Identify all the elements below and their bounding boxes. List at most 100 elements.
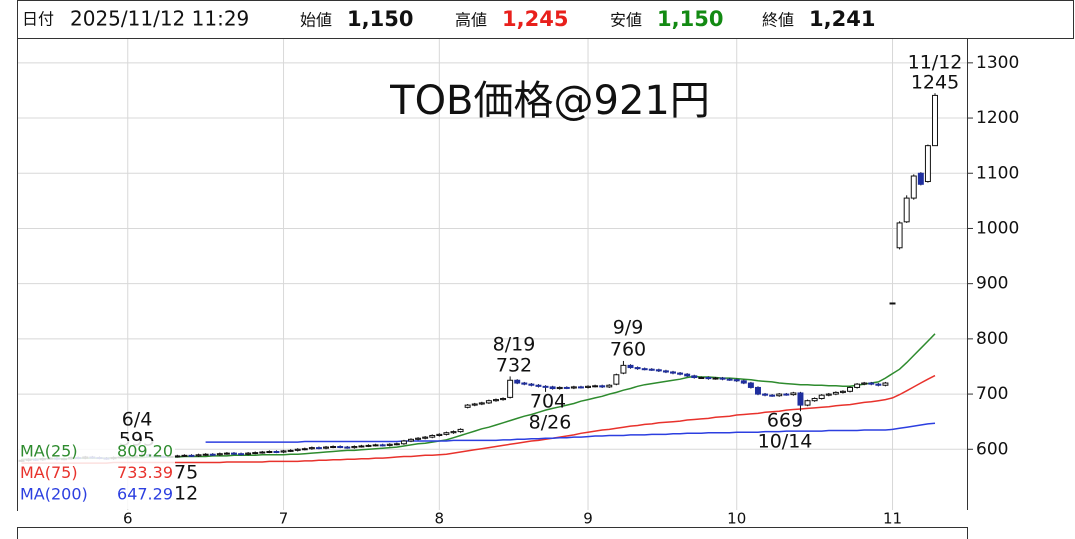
y-tick-label: 1200 bbox=[976, 108, 1019, 128]
x-tick-label: 8 bbox=[435, 510, 445, 528]
candle-body bbox=[563, 386, 570, 389]
annotation: 732 bbox=[496, 355, 532, 377]
candle-body bbox=[500, 397, 507, 401]
candle-body bbox=[818, 394, 825, 399]
annotation: 11/12 bbox=[908, 52, 963, 74]
grid bbox=[18, 38, 968, 510]
candle-body bbox=[195, 454, 202, 457]
candle-body bbox=[924, 145, 931, 183]
x-tick-label: 10 bbox=[727, 510, 746, 528]
legend: MA(25) 809.20 MA(75) 733.39 MA(200) 647.29 bbox=[18, 441, 175, 509]
candle-body bbox=[811, 397, 818, 402]
axes: 600 700 800 900 1000 1100 1200 1300 6 7 8 9 10 11 bbox=[18, 53, 1019, 528]
candle-body bbox=[769, 394, 776, 397]
candle-body bbox=[202, 453, 209, 456]
candle-body bbox=[691, 375, 698, 379]
candle-body bbox=[471, 403, 478, 406]
candle-body bbox=[662, 370, 669, 373]
candle-body bbox=[641, 368, 648, 371]
candle-body bbox=[386, 443, 393, 446]
header-bar bbox=[17, 0, 1074, 39]
candle-body bbox=[436, 433, 443, 436]
candle-body bbox=[839, 390, 846, 393]
candle-body bbox=[174, 455, 181, 458]
candle-body bbox=[747, 382, 754, 388]
candle-body bbox=[804, 400, 811, 406]
annotation: 8/19 bbox=[493, 334, 536, 356]
candle-body bbox=[861, 382, 868, 385]
y-tick-label: 1100 bbox=[976, 163, 1019, 183]
candle-body bbox=[825, 393, 832, 396]
chart-title: TOB価格@921円 bbox=[389, 78, 710, 124]
header-label: 安値 bbox=[610, 11, 642, 30]
candle-body bbox=[762, 393, 769, 396]
y-tick-label: 1300 bbox=[976, 53, 1019, 73]
candle-body bbox=[556, 386, 563, 390]
candle-body bbox=[549, 386, 556, 390]
candle-body bbox=[408, 438, 414, 442]
annotation: 1245 bbox=[911, 72, 959, 94]
candle-body bbox=[301, 448, 308, 451]
candle-body bbox=[677, 372, 684, 375]
annotation: 669 bbox=[767, 410, 803, 432]
legend-label: MA(200) bbox=[20, 485, 88, 504]
candle-body bbox=[315, 447, 322, 450]
legend-box bbox=[18, 441, 175, 509]
x-tick-label: 7 bbox=[279, 510, 289, 528]
candle-body bbox=[216, 453, 223, 456]
candle-body bbox=[344, 446, 351, 449]
candle-body bbox=[514, 379, 521, 384]
legend-label: MA(25) bbox=[20, 442, 78, 461]
candle-body bbox=[585, 385, 592, 388]
annotation: 12 bbox=[174, 483, 198, 505]
candle-body bbox=[932, 94, 938, 147]
candle-body bbox=[485, 400, 492, 404]
candle-body bbox=[323, 446, 330, 449]
header-value: 1,150 bbox=[657, 7, 723, 31]
candle-body bbox=[592, 385, 599, 388]
candle-body bbox=[754, 386, 761, 395]
candle-body bbox=[230, 452, 237, 455]
candle-body bbox=[606, 384, 613, 388]
candle-body bbox=[634, 367, 641, 370]
candle-body bbox=[287, 449, 294, 452]
annotation: 9/9 bbox=[613, 317, 644, 339]
y-tick-label: 1000 bbox=[976, 218, 1019, 238]
candle-body bbox=[712, 377, 719, 380]
candle-body bbox=[719, 377, 726, 380]
candle-body bbox=[351, 446, 358, 449]
candle-body bbox=[868, 382, 875, 385]
legend-value: 647.29 bbox=[117, 485, 173, 504]
candle-body bbox=[847, 386, 854, 392]
x-tick-label: 11 bbox=[883, 510, 902, 528]
candle-body bbox=[521, 382, 528, 385]
candle-body bbox=[542, 385, 549, 388]
candle-body bbox=[577, 386, 584, 389]
candle-body bbox=[450, 431, 457, 434]
candle-body bbox=[528, 383, 535, 386]
y-tick-label: 600 bbox=[976, 439, 1008, 459]
candle-body bbox=[415, 437, 422, 440]
candle-body bbox=[393, 443, 400, 446]
candle-body bbox=[726, 378, 733, 381]
candle-body bbox=[705, 377, 712, 380]
candle-body bbox=[670, 371, 676, 374]
candle-body bbox=[422, 436, 429, 439]
candle-body bbox=[308, 447, 315, 450]
annotation: 75 bbox=[174, 462, 198, 484]
candle-body bbox=[776, 393, 783, 397]
candle-body bbox=[259, 451, 266, 454]
x-tick-label: 9 bbox=[583, 510, 593, 528]
candle-body bbox=[223, 452, 230, 455]
candle-body bbox=[209, 453, 216, 456]
header-value: 1,245 bbox=[502, 7, 568, 31]
candle-body bbox=[429, 434, 436, 438]
candle-body bbox=[535, 384, 542, 387]
candle-body bbox=[252, 452, 259, 455]
candle-body bbox=[854, 383, 861, 388]
candle-body bbox=[266, 450, 273, 453]
candle-body bbox=[400, 440, 407, 445]
candle-body bbox=[358, 445, 365, 448]
y-tick-label: 900 bbox=[976, 274, 1008, 294]
